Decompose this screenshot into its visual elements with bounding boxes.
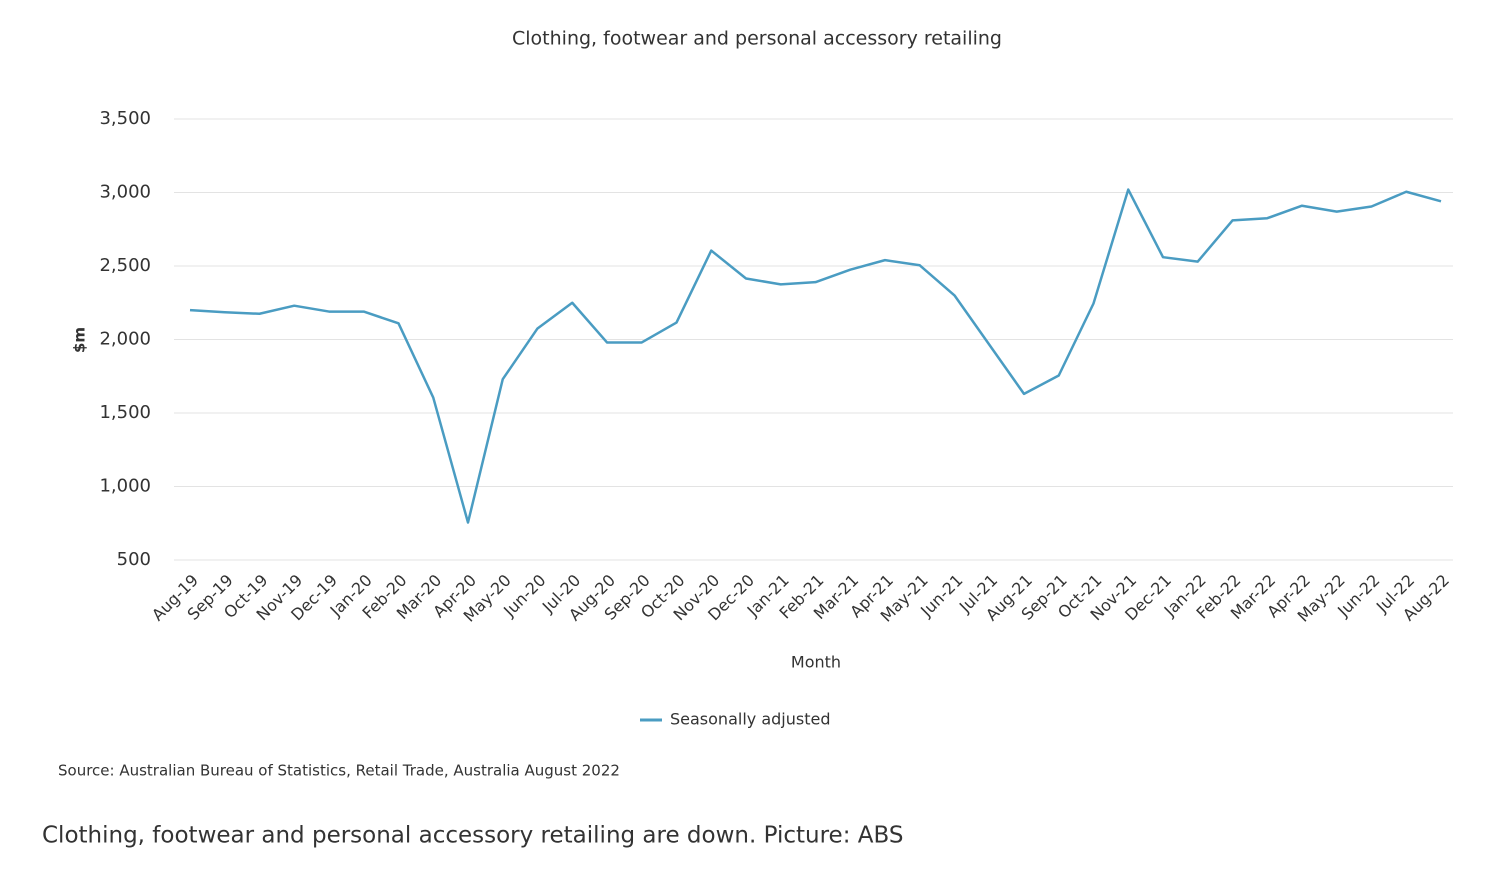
caption: Clothing, footwear and personal accessor…	[42, 823, 903, 849]
y-tick-label: 3,000	[99, 182, 151, 203]
y-tick-label: 1,500	[99, 402, 151, 423]
y-tick-label: 1,000	[99, 476, 151, 497]
y-tick-label: 2,000	[99, 329, 151, 350]
legend-label: Seasonally adjusted	[670, 710, 830, 729]
x-axis-label: Month	[791, 653, 841, 672]
data-line	[189, 188, 1442, 524]
y-tick-label: 2,500	[99, 255, 151, 276]
source-note: Source: Australian Bureau of Statistics,…	[58, 762, 620, 780]
y-tick-label: 500	[117, 549, 151, 570]
y-tick-label: 3,500	[99, 108, 151, 129]
y-axis-label: $m	[71, 327, 89, 353]
chart-title: Clothing, footwear and personal accessor…	[512, 28, 1002, 50]
